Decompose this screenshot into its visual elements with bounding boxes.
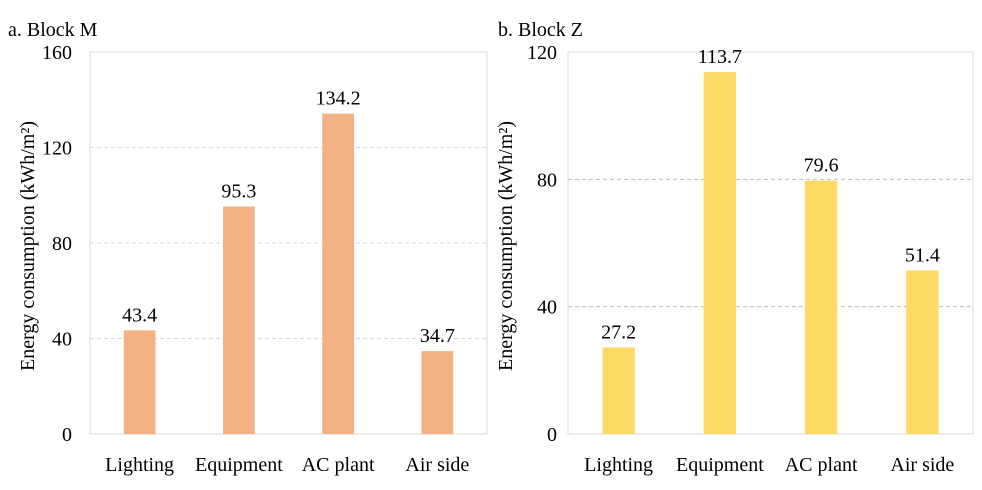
bar (804, 180, 838, 434)
y-tick-label: 40 (537, 297, 557, 319)
data-label: 95.3 (221, 180, 256, 202)
bar (602, 347, 635, 434)
chart-title: b. Block Z (498, 19, 583, 41)
data-label: 79.6 (804, 155, 839, 177)
chart-title: a. Block M (8, 19, 98, 41)
y-tick-label: 80 (537, 169, 557, 191)
y-tick-label: 0 (547, 424, 557, 446)
data-label: 51.4 (905, 244, 940, 266)
bar (322, 113, 355, 434)
x-tick-label: AC plant (785, 454, 858, 476)
x-tick-label: Equipment (676, 454, 764, 476)
x-tick-label: Equipment (195, 454, 283, 476)
y-tick-label: 160 (42, 42, 72, 64)
plot-frame (567, 51, 974, 435)
chart-panel-block-z: b. Block Z Energy consumption (kWh/m²) 0… (495, 19, 974, 476)
chart-panel-block-m: a. Block M Energy consumption (kWh/m²) 0… (8, 19, 488, 476)
bar (123, 330, 156, 434)
x-tick-label: Air side (405, 454, 469, 476)
data-label: 34.7 (420, 325, 455, 347)
x-tick-label: Lighting (584, 454, 653, 476)
data-label: 27.2 (601, 321, 636, 343)
data-label: 134.2 (316, 88, 361, 110)
y-axis-label: Energy consumption (kWh/m²) (495, 121, 517, 371)
bar (421, 351, 454, 434)
y-tick-label: 40 (52, 329, 72, 351)
bar (222, 206, 255, 434)
y-tick-label: 80 (52, 233, 72, 255)
x-tick-label: Lighting (105, 454, 174, 476)
x-tick-label: AC plant (302, 454, 375, 476)
bar (703, 72, 737, 435)
data-label: 43.4 (122, 304, 157, 326)
data-label: 113.7 (698, 46, 742, 68)
y-tick-label: 0 (62, 424, 72, 446)
y-tick-label: 120 (42, 138, 72, 160)
bar (906, 270, 939, 434)
x-tick-label: Air side (890, 454, 954, 476)
y-axis-label: Energy consumption (kWh/m²) (17, 121, 39, 371)
y-tick-label: 120 (527, 42, 557, 64)
